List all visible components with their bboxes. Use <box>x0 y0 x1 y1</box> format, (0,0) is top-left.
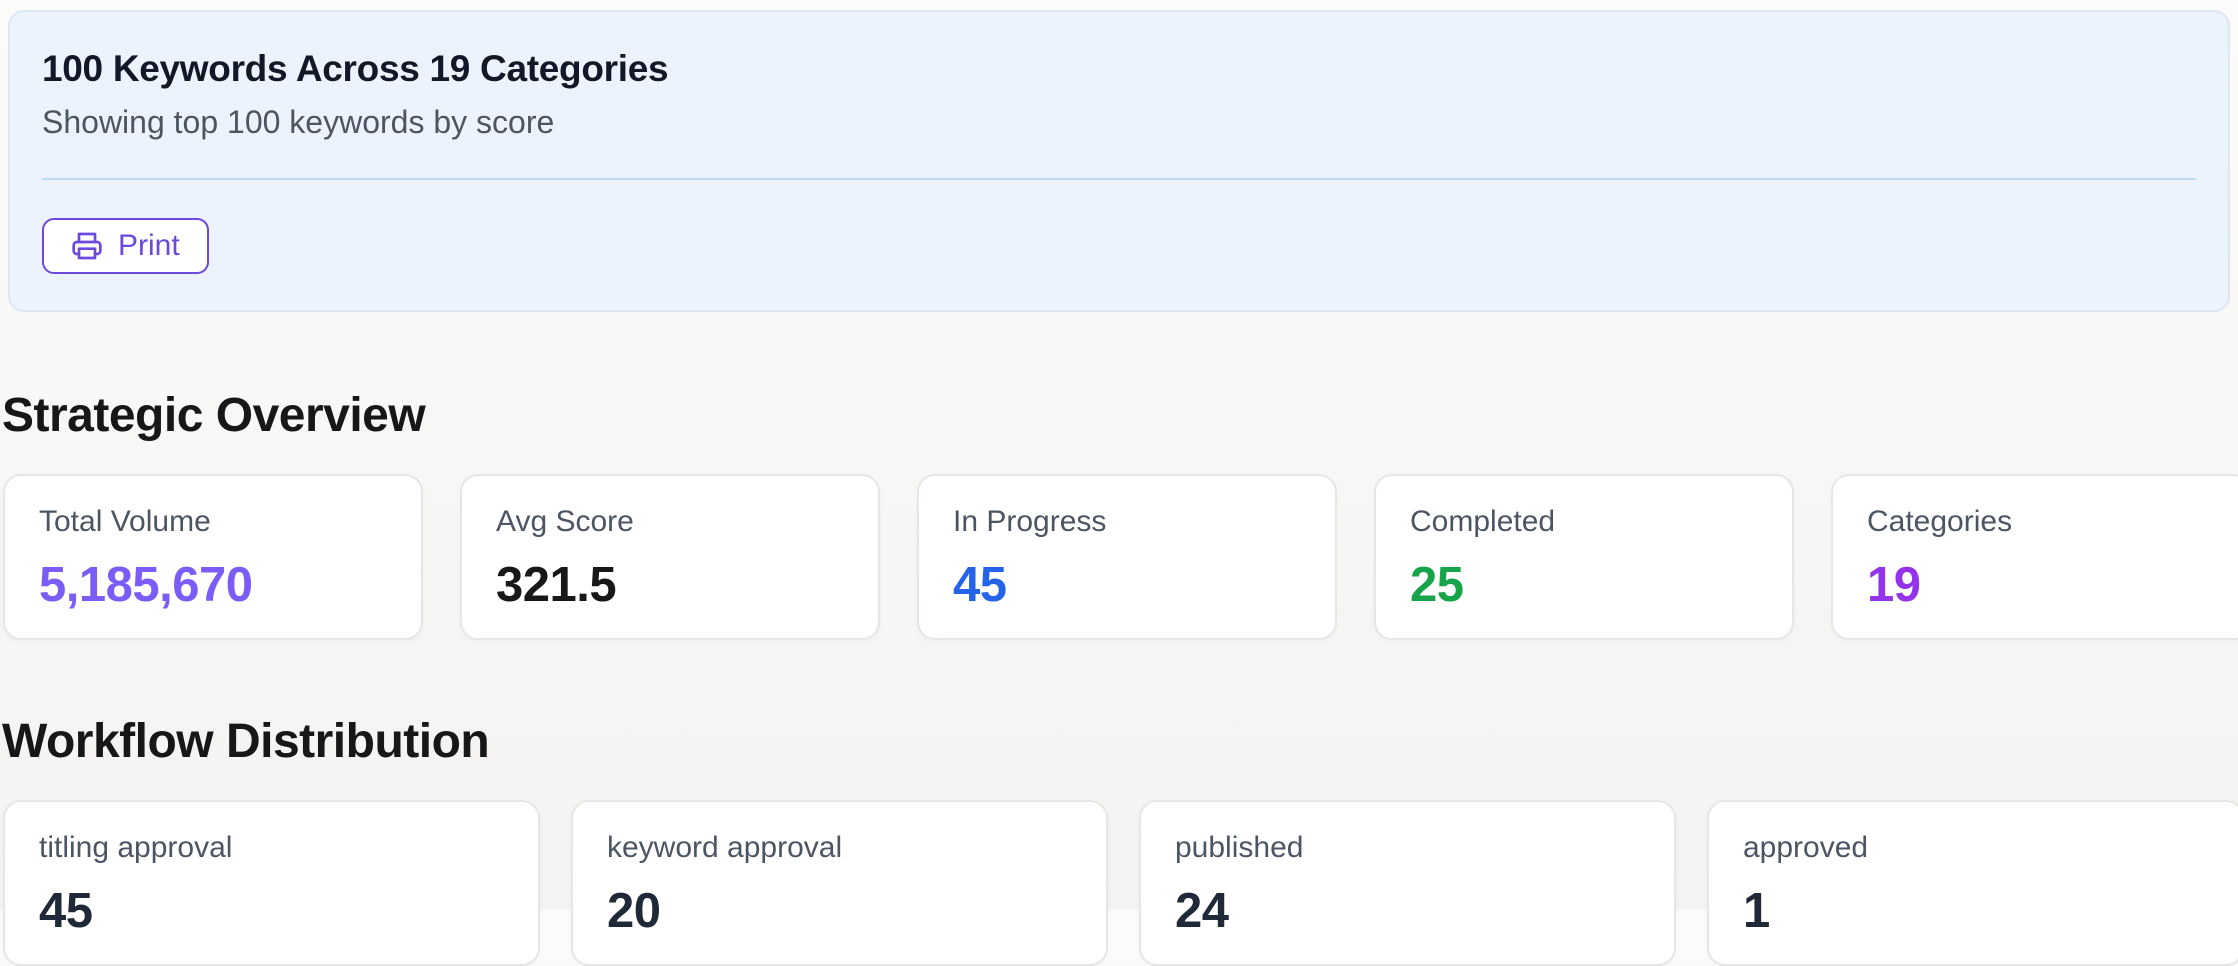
workflow-distribution-cards: titling approval 45 keyword approval 20 … <box>3 800 2238 966</box>
stat-value: 5,185,670 <box>39 558 253 612</box>
stat-value: 25 <box>1410 558 1464 612</box>
banner-title: 100 Keywords Across 19 Categories <box>42 48 669 89</box>
workflow-label: published <box>1175 831 1304 864</box>
summary-banner: 100 Keywords Across 19 Categories Showin… <box>8 10 2230 312</box>
workflow-card-published: published 24 <box>1139 800 1676 966</box>
dashboard-page: 100 Keywords Across 19 Categories Showin… <box>0 10 2238 966</box>
banner-divider <box>42 178 2196 180</box>
print-button-label: Print <box>118 229 180 262</box>
stat-card-total-volume: Total Volume 5,185,670 <box>3 474 423 640</box>
workflow-card-titling-approval: titling approval 45 <box>3 800 540 966</box>
stat-label: In Progress <box>953 505 1107 538</box>
stat-card-categories: Categories 19 <box>1831 474 2238 640</box>
stat-label: Completed <box>1410 505 1556 538</box>
workflow-card-approved: approved 1 <box>1707 800 2238 966</box>
workflow-label: keyword approval <box>607 831 843 864</box>
workflow-value: 45 <box>39 884 93 938</box>
workflow-distribution-heading: Workflow Distribution <box>2 715 490 768</box>
stat-label: Total Volume <box>39 505 211 538</box>
stat-card-in-progress: In Progress 45 <box>917 474 1337 640</box>
stat-card-completed: Completed 25 <box>1374 474 1794 640</box>
strategic-overview-cards: Total Volume 5,185,670 Avg Score 321.5 I… <box>3 474 2238 640</box>
stat-label: Categories <box>1867 505 2013 538</box>
stat-card-avg-score: Avg Score 321.5 <box>460 474 880 640</box>
printer-icon <box>71 230 103 262</box>
stat-value: 19 <box>1867 558 1921 612</box>
stat-value: 321.5 <box>496 558 617 612</box>
workflow-value: 24 <box>1175 884 1229 938</box>
workflow-value: 20 <box>607 884 661 938</box>
stat-value: 45 <box>953 558 1007 612</box>
workflow-label: titling approval <box>39 831 233 864</box>
workflow-card-keyword-approval: keyword approval 20 <box>571 800 1108 966</box>
workflow-value: 1 <box>1743 884 1770 938</box>
workflow-label: approved <box>1743 831 1869 864</box>
stat-label: Avg Score <box>496 505 634 538</box>
strategic-overview-heading: Strategic Overview <box>2 389 426 442</box>
banner-subtitle: Showing top 100 keywords by score <box>42 104 555 140</box>
print-button[interactable]: Print <box>42 218 209 274</box>
